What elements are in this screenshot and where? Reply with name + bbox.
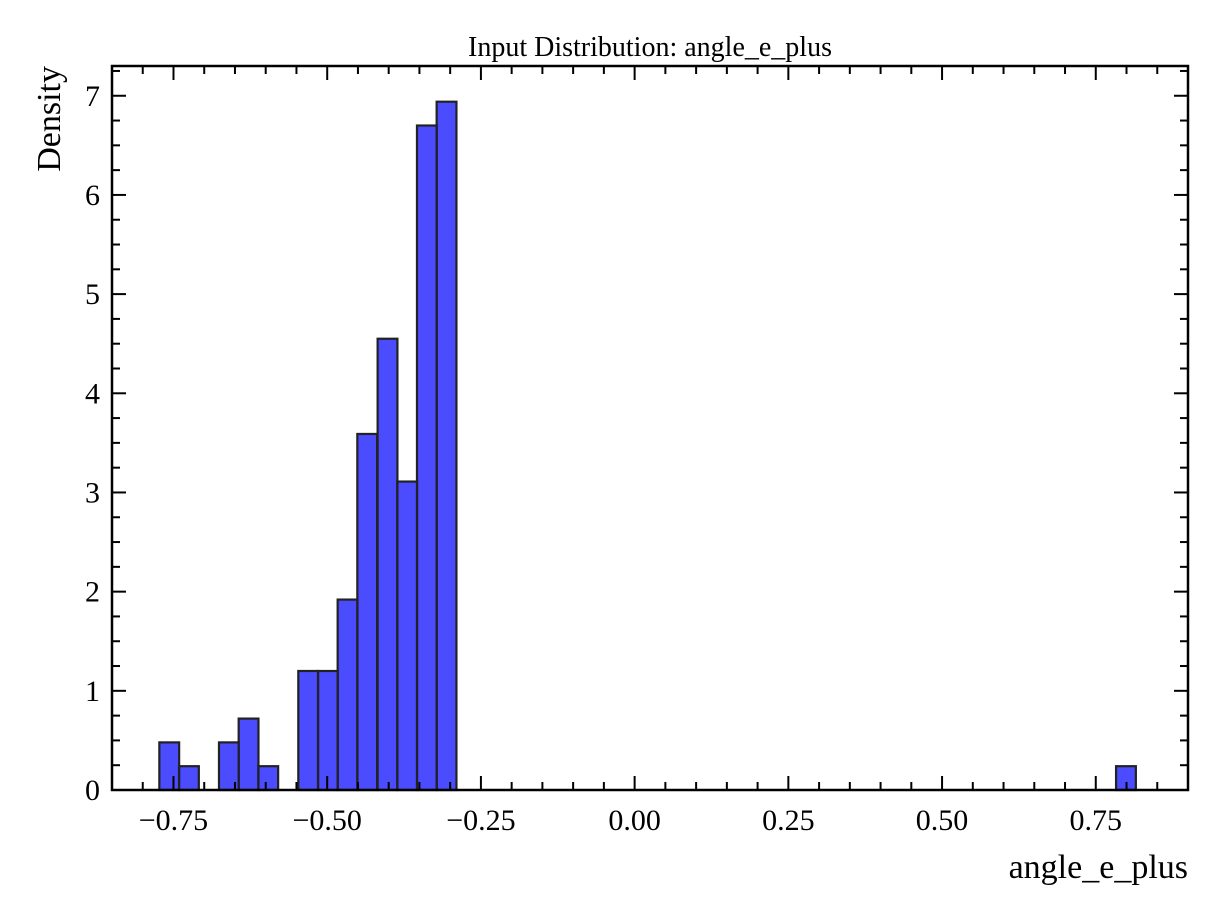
axis-ticks [112,66,1189,791]
histogram-bar-1 [177,765,200,792]
x-tick-label-3: 0.00 [608,804,661,837]
x-tick-label-4: 0.25 [762,804,815,837]
axis-tick-labels: −0.75 −0.50 −0.25 0.00 0.25 0.50 0.75 0 1 2 3 4 5 6 7 [85,80,1122,837]
histogram-bar-3 [237,717,260,792]
plot-frame [110,64,1190,792]
x-axis-label: angle_e_plus [1009,849,1188,886]
histogram-bar-11 [415,124,438,792]
histogram-bar-8 [356,432,379,792]
histogram-bar-12 [435,100,458,792]
chart-title: Input Distribution: angle_e_plus [468,32,832,63]
histogram-bar-10 [396,480,419,792]
y-tick-label-4: 4 [85,377,100,410]
y-axis-label: Density [31,66,68,172]
y-tick-label-1: 1 [85,675,100,708]
y-tick-label-6: 6 [85,179,100,212]
y-tick-label-0: 0 [85,774,100,807]
x-tick-label-2: −0.25 [446,804,515,837]
histogram-bar-4 [257,765,280,792]
histogram-bar-7 [336,598,359,792]
histogram-bar-5 [297,669,320,792]
y-tick-label-2: 2 [85,576,100,609]
histogram-bar-6 [316,669,339,792]
histogram-bar-9 [376,337,399,792]
x-tick-label-1: −0.50 [292,804,361,837]
x-tick-label-0: −0.75 [139,804,208,837]
histogram-bar-0 [158,741,181,792]
y-tick-label-3: 3 [85,476,100,509]
x-tick-label-6: 0.75 [1070,804,1123,837]
x-tick-label-5: 0.50 [916,804,969,837]
y-tick-label-7: 7 [85,80,100,113]
histogram-bars [158,100,1137,792]
y-tick-label-5: 5 [85,278,100,311]
